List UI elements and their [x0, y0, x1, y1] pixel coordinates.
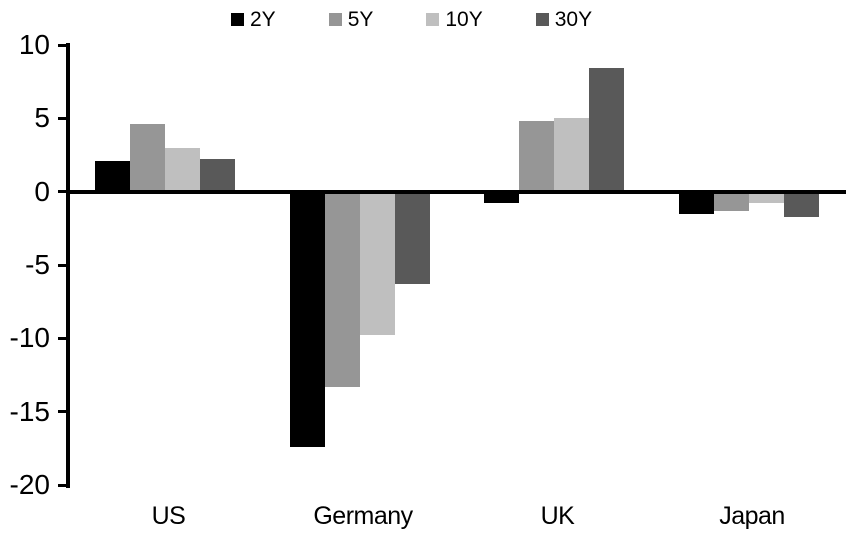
- legend: 2Y 5Y 10Y 30Y: [231, 9, 592, 30]
- bar-us-10y: [165, 147, 201, 192]
- y-axis-tick-label: -20: [9, 469, 50, 500]
- bar-germany-30y: [394, 191, 430, 285]
- legend-swatch-icon: [535, 13, 549, 26]
- y-axis-tick: [58, 116, 70, 120]
- y-axis-tick: [58, 410, 70, 414]
- y-axis-tick-label: 5: [34, 102, 50, 134]
- bar-uk-5y: [519, 121, 555, 192]
- y-axis-tick: [58, 43, 70, 47]
- legend-swatch-icon: [328, 13, 342, 26]
- legend-item-30y: 30Y: [535, 8, 593, 31]
- y-axis-tick: [58, 263, 70, 267]
- bar-germany-2y: [289, 191, 325, 447]
- x-axis-label-uk: UK: [540, 502, 575, 530]
- legend-label: 5Y: [347, 8, 374, 31]
- y-axis-tick-label: 10: [18, 29, 50, 60]
- y-axis-tick: [58, 190, 70, 194]
- legend-label: 10Y: [445, 8, 483, 31]
- bar-us-5y: [130, 124, 166, 192]
- x-axis-label-us: US: [151, 502, 186, 530]
- legend-item-5y: 5Y: [328, 8, 374, 31]
- y-axis-tick-label: 0: [34, 175, 50, 207]
- legend-label: 30Y: [554, 8, 593, 31]
- bar-us-30y: [200, 159, 236, 192]
- bar-germany-5y: [324, 191, 360, 387]
- bar-us-2y: [95, 160, 131, 192]
- y-axis-tick-label: -5: [25, 249, 50, 280]
- legend-swatch-icon: [231, 13, 244, 26]
- bar-japan-2y: [678, 191, 714, 214]
- bar-japan-5y: [713, 191, 749, 211]
- bar-japan-10y: [748, 191, 784, 204]
- legend-item-2y: 2Y: [231, 9, 276, 30]
- bar-uk-2y: [484, 191, 520, 204]
- legend-swatch-icon: [426, 13, 440, 26]
- y-axis-tick-label: -10: [9, 322, 50, 354]
- x-axis-label-germany: Germany: [313, 502, 413, 530]
- x-axis-label-japan: Japan: [719, 502, 785, 530]
- legend-label: 2Y: [250, 8, 276, 31]
- y-axis-tick: [58, 483, 70, 487]
- zero-baseline: [68, 189, 846, 194]
- y-axis-tick: [58, 336, 70, 340]
- bar-germany-10y: [359, 191, 395, 336]
- bar-japan-30y: [783, 191, 819, 217]
- plot-area: [68, 45, 846, 485]
- legend-item-10y: 10Y: [426, 8, 483, 31]
- bar-uk-10y: [554, 118, 590, 192]
- y-axis-tick-label: -15: [9, 395, 50, 427]
- bar-uk-30y: [589, 68, 625, 192]
